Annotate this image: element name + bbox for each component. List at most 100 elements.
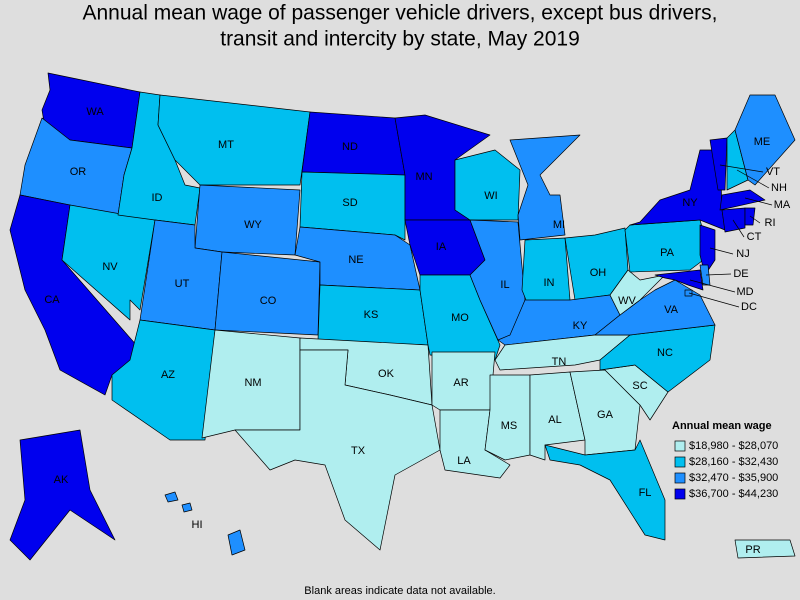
leader-line <box>709 247 734 255</box>
state-label: SC <box>632 380 647 392</box>
state-label: NJ <box>736 248 749 260</box>
state-shape <box>454 149 521 221</box>
state-label: PR <box>745 544 760 556</box>
state-label: NM <box>244 377 261 389</box>
legend-label: $28,160 - $32,430 <box>689 456 778 468</box>
state-label: OH <box>590 267 607 279</box>
state-label: VA <box>664 304 679 316</box>
leader-line <box>719 164 764 173</box>
state-label: MD <box>736 286 753 298</box>
legend-label: $36,700 - $44,230 <box>689 488 778 500</box>
legend-title: Annual mean wage <box>672 420 772 432</box>
leader-line <box>705 273 732 276</box>
state-label: NC <box>657 347 673 359</box>
state-shape <box>214 251 321 336</box>
leader-line <box>749 215 761 224</box>
state-shape <box>484 374 531 461</box>
state-label: DE <box>733 268 748 280</box>
state-label: MO <box>451 312 469 324</box>
state-label: MA <box>774 199 791 211</box>
state-shape <box>734 94 796 186</box>
state-label: CT <box>747 231 762 243</box>
title-line: transit and intercity by state, May 2019 <box>220 28 580 51</box>
legend-swatch <box>674 488 686 500</box>
state-label: NY <box>682 197 698 209</box>
footnote: Blank areas indicate data not available. <box>304 585 495 597</box>
leader-line <box>736 169 770 189</box>
state-label: WV <box>618 295 636 307</box>
state-shape <box>194 184 301 256</box>
state-label: AR <box>453 377 468 389</box>
state-shape <box>654 269 704 291</box>
legend-label: $18,980 - $28,070 <box>689 440 778 452</box>
state-shape <box>157 94 311 186</box>
leader-line <box>689 279 736 293</box>
state-label: SD <box>342 197 357 209</box>
state-label: DC <box>741 301 757 313</box>
state-label: LA <box>457 455 471 467</box>
state-shape <box>234 349 441 551</box>
state-label: CA <box>44 294 60 306</box>
state-shape <box>509 134 581 241</box>
state-label: MI <box>553 219 565 231</box>
legend: Annual mean wage $18,980 - $28,070 $28,16… <box>672 420 778 500</box>
state-label: MN <box>415 171 432 183</box>
state-label: NH <box>771 182 787 194</box>
state-label: MS <box>501 420 518 432</box>
state-label: TN <box>552 356 567 368</box>
state-label: FL <box>639 487 652 499</box>
state-label: IA <box>436 241 447 253</box>
state-shape <box>719 189 766 211</box>
leader-line <box>744 197 773 206</box>
state-label: NV <box>102 261 118 273</box>
legend-swatch <box>674 456 686 468</box>
leader-line <box>732 219 745 238</box>
state-shape <box>721 207 746 233</box>
state-label: PA <box>660 247 675 259</box>
state-label: AK <box>54 474 69 486</box>
state-label: OK <box>378 368 395 380</box>
state-shape <box>521 237 571 311</box>
state-label: ME <box>754 136 771 148</box>
state-label: RI <box>765 217 776 229</box>
state-shape <box>629 149 726 231</box>
state-label: KY <box>573 320 588 332</box>
state-label: UT <box>175 278 190 290</box>
state-shape <box>9 429 116 561</box>
state-shape <box>227 529 246 556</box>
state-shape <box>164 491 179 503</box>
state-shape <box>299 171 406 241</box>
state-shape <box>709 137 728 191</box>
state-label: ND <box>342 141 358 153</box>
state-label: IN <box>544 277 555 289</box>
state-label: IL <box>500 279 509 291</box>
state-label: NE <box>348 254 363 266</box>
state-label: TX <box>351 445 366 457</box>
state-label: VT <box>766 166 780 178</box>
state-label: ID <box>152 192 163 204</box>
state-label: HI <box>192 519 203 531</box>
state-label: AZ <box>161 369 175 381</box>
state-label: KS <box>364 309 379 321</box>
state-shape <box>544 439 666 541</box>
state-shape <box>744 207 756 226</box>
state-shape <box>734 539 796 559</box>
state-label: AL <box>548 414 561 426</box>
leader-line <box>688 292 740 308</box>
legend-swatch <box>674 472 686 484</box>
title-line: Annual mean wage of passenger vehicle dr… <box>82 2 717 25</box>
legend-label: $32,470 - $35,900 <box>689 472 778 484</box>
state-label: WY <box>244 219 262 231</box>
state-label: OR <box>70 166 87 178</box>
legend-swatch <box>674 440 686 452</box>
state-label: WI <box>484 190 497 202</box>
state-shape <box>181 502 193 513</box>
state-labels: WA OR CA NV ID MT WY UT AZ CO NM ND SD NE KS OK TX MN IA MO… <box>44 106 791 556</box>
state-label: CO <box>260 295 277 307</box>
state-shape <box>699 224 716 276</box>
state-shape <box>684 289 693 297</box>
state-label: GA <box>597 409 614 421</box>
state-label: MT <box>218 139 234 151</box>
state-label: WA <box>86 106 104 118</box>
